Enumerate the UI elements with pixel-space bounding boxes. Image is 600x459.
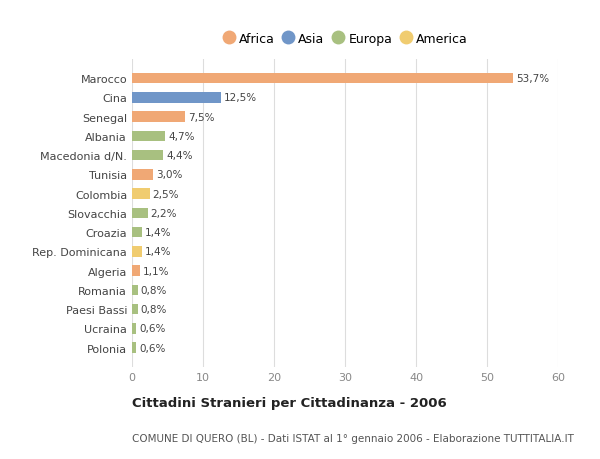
Bar <box>132 73 513 84</box>
Text: 2,5%: 2,5% <box>152 189 179 199</box>
Bar <box>132 170 154 180</box>
Bar <box>132 93 221 103</box>
Text: 0,6%: 0,6% <box>139 324 166 334</box>
Text: 53,7%: 53,7% <box>516 74 549 84</box>
Text: COMUNE DI QUERO (BL) - Dati ISTAT al 1° gennaio 2006 - Elaborazione TUTTITALIA.I: COMUNE DI QUERO (BL) - Dati ISTAT al 1° … <box>132 433 574 442</box>
Bar <box>132 208 148 219</box>
Text: 0,6%: 0,6% <box>139 343 166 353</box>
Bar <box>132 189 150 200</box>
Legend: Africa, Asia, Europa, America: Africa, Asia, Europa, America <box>218 29 472 50</box>
Text: 3,0%: 3,0% <box>156 170 182 180</box>
Text: Cittadini Stranieri per Cittadinanza - 2006: Cittadini Stranieri per Cittadinanza - 2… <box>132 396 447 409</box>
Bar <box>132 324 136 334</box>
Text: 1,4%: 1,4% <box>145 247 171 257</box>
Bar <box>132 266 140 276</box>
Text: 4,7%: 4,7% <box>168 132 195 141</box>
Bar <box>132 151 163 161</box>
Text: 0,8%: 0,8% <box>140 304 167 314</box>
Bar <box>132 131 166 142</box>
Bar <box>132 227 142 238</box>
Bar <box>132 285 137 296</box>
Bar <box>132 304 137 315</box>
Text: 1,4%: 1,4% <box>145 228 171 238</box>
Text: 12,5%: 12,5% <box>224 93 257 103</box>
Bar <box>132 112 185 123</box>
Bar <box>132 343 136 353</box>
Text: 2,2%: 2,2% <box>151 208 177 218</box>
Text: 0,8%: 0,8% <box>140 285 167 295</box>
Bar <box>132 246 142 257</box>
Text: 4,4%: 4,4% <box>166 151 193 161</box>
Text: 7,5%: 7,5% <box>188 112 215 123</box>
Text: 1,1%: 1,1% <box>143 266 169 276</box>
